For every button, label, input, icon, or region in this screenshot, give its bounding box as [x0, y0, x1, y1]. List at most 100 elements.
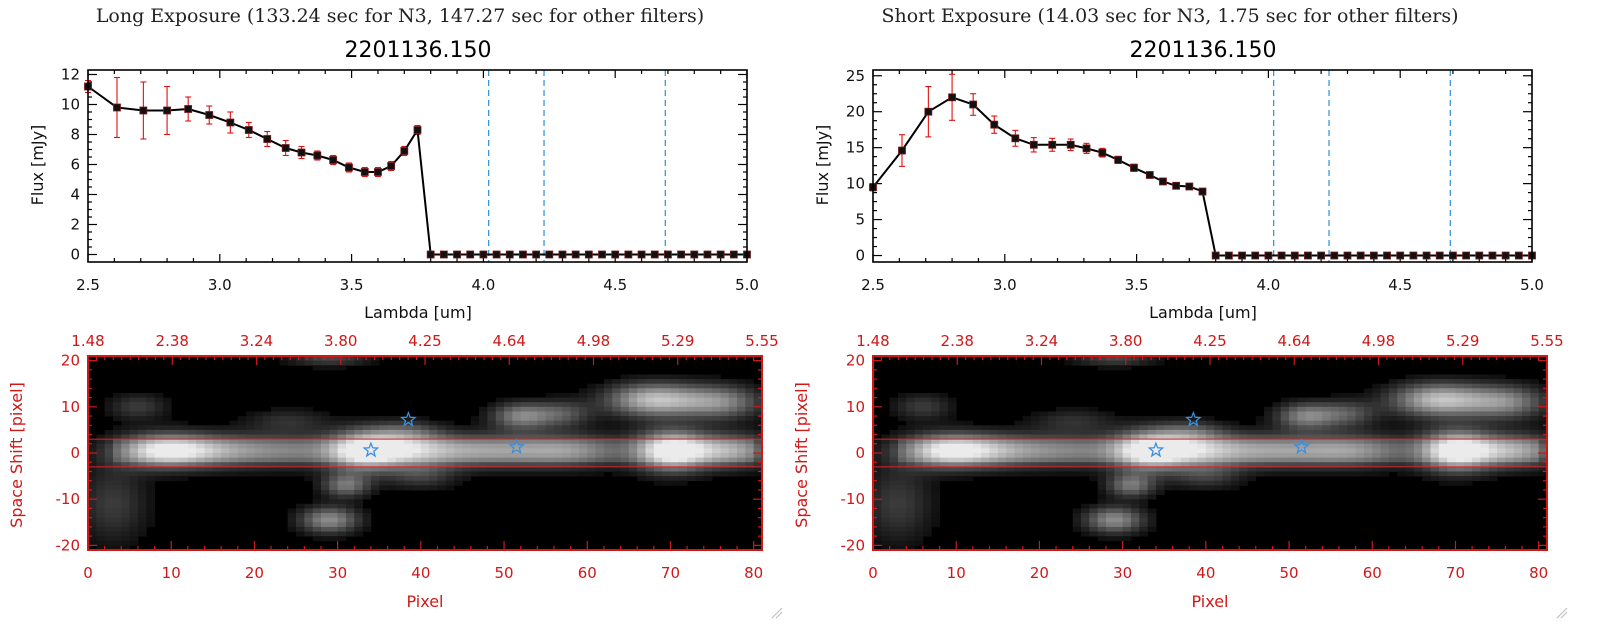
image-pixel	[1197, 476, 1207, 482]
image-pixel	[1139, 508, 1148, 514]
wavelength-tick-label: 5.55	[1530, 332, 1563, 350]
image-pixel	[1422, 425, 1431, 431]
image-pixel	[320, 453, 330, 459]
data-point	[1172, 181, 1181, 190]
image-pixel	[653, 443, 663, 449]
image-pixel	[637, 434, 646, 440]
image-pixel	[246, 429, 255, 435]
image-pixel	[587, 392, 596, 398]
image-pixel	[495, 420, 505, 426]
image-pixel	[520, 420, 530, 426]
y-tick-label: 8	[70, 126, 80, 144]
image-pixel	[1130, 508, 1140, 514]
image-pixel	[1297, 402, 1307, 408]
image-pixel	[1081, 531, 1090, 537]
image-pixel	[612, 434, 621, 440]
image-pixel	[512, 411, 522, 417]
image-pixel	[1064, 420, 1074, 426]
y-axis-label: Flux [mJy]	[28, 125, 47, 206]
image-pixel	[1388, 411, 1398, 417]
image-pixel	[1130, 453, 1140, 459]
image-pixel	[1497, 411, 1506, 417]
image-pixel	[1522, 388, 1531, 394]
data-point	[374, 168, 382, 176]
image-pixel	[1372, 439, 1381, 445]
image-pixel	[1114, 420, 1124, 426]
image-pixel	[229, 420, 239, 426]
image-pixel	[320, 503, 330, 509]
image-pixel	[703, 392, 713, 398]
image-pixel	[1405, 466, 1415, 472]
image-pixel	[104, 457, 114, 463]
image-pixel	[1363, 392, 1373, 398]
image-pixel	[287, 522, 297, 528]
image-pixel	[645, 453, 655, 459]
image-pixel	[1289, 406, 1298, 412]
image-pixel	[112, 392, 122, 398]
image-pixel	[1314, 462, 1323, 468]
image-pixel	[989, 443, 999, 449]
image-pixel	[287, 462, 297, 468]
image-pixel	[1047, 471, 1057, 477]
image-pixel	[370, 439, 380, 445]
image-pixel	[462, 453, 472, 459]
image-pixel	[320, 443, 330, 449]
image-pixel	[1072, 411, 1082, 417]
image-pixel	[1363, 425, 1373, 431]
image-pixel	[1255, 439, 1265, 445]
image-pixel	[1172, 429, 1182, 435]
wavelength-tick-label: 2.38	[941, 332, 974, 350]
image-pixel	[1130, 517, 1140, 523]
image-pixel	[653, 462, 663, 468]
image-pixel	[545, 411, 555, 417]
image-pixel	[1455, 379, 1465, 385]
image-pixel	[104, 448, 114, 454]
image-pixel	[370, 429, 380, 435]
image-pixel	[1347, 443, 1357, 449]
image-pixel	[454, 448, 463, 454]
image-pixel	[296, 425, 305, 431]
image-pixel	[1089, 508, 1099, 514]
image-pixel	[972, 462, 982, 468]
image-pixel	[1264, 416, 1273, 422]
image-pixel	[429, 471, 438, 477]
image-pixel	[595, 402, 605, 408]
image-pixel	[737, 406, 746, 412]
image-pixel	[620, 392, 630, 398]
data-point	[453, 250, 461, 259]
image-pixel	[662, 416, 671, 422]
image-pixel	[612, 466, 621, 472]
image-pixel	[404, 476, 413, 482]
image-pixel	[997, 443, 1007, 449]
image-frame	[87, 355, 763, 551]
image-pixel	[1022, 434, 1032, 440]
image-pixel	[570, 425, 580, 431]
image-pixel	[1072, 466, 1082, 472]
image-pixel	[703, 420, 713, 426]
image-pixel	[1347, 439, 1357, 445]
resize-grip-icon[interactable]	[771, 607, 783, 619]
image-pixel	[612, 429, 621, 435]
image-pixel	[420, 425, 430, 431]
image-pixel	[96, 439, 106, 445]
image-pixel	[1064, 425, 1074, 431]
image-pixel	[462, 434, 472, 440]
image-pixel	[370, 448, 380, 454]
resize-grip-icon[interactable]	[1556, 607, 1568, 619]
image-pixel	[1538, 420, 1548, 426]
image-pixel	[1047, 466, 1057, 472]
image-pixel	[728, 462, 738, 468]
image-pixel	[956, 439, 965, 445]
image-pixel	[1472, 397, 1481, 403]
image-pixel	[1081, 439, 1090, 445]
image-pixel	[1164, 476, 1173, 482]
image-pixel	[1463, 476, 1473, 482]
image-pixel	[96, 476, 106, 482]
image-pixel	[1264, 471, 1273, 477]
image-pixel	[1330, 420, 1340, 426]
image-pixel	[1338, 411, 1348, 417]
image-pixel	[1363, 453, 1373, 459]
image-pixel	[570, 416, 580, 422]
image-pixel	[1480, 411, 1490, 417]
image-pixel	[454, 439, 463, 445]
